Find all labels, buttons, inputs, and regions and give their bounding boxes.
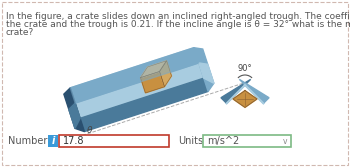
- Polygon shape: [199, 63, 214, 83]
- Text: crate?: crate?: [6, 28, 34, 37]
- Text: θ: θ: [86, 126, 92, 135]
- Text: i: i: [51, 136, 55, 146]
- Polygon shape: [160, 61, 172, 87]
- FancyBboxPatch shape: [203, 135, 291, 147]
- Polygon shape: [64, 88, 84, 132]
- Text: 90°: 90°: [238, 64, 252, 73]
- Polygon shape: [80, 78, 208, 132]
- Text: Units: Units: [178, 136, 203, 146]
- Text: Number: Number: [8, 136, 47, 146]
- Polygon shape: [69, 103, 80, 128]
- Polygon shape: [70, 48, 199, 103]
- Polygon shape: [239, 79, 269, 103]
- Text: 17.8: 17.8: [63, 136, 84, 146]
- Polygon shape: [233, 91, 257, 107]
- Text: m/s^2: m/s^2: [207, 136, 239, 146]
- Polygon shape: [70, 48, 199, 103]
- Polygon shape: [221, 79, 251, 103]
- Text: v: v: [283, 137, 287, 146]
- Polygon shape: [75, 63, 204, 118]
- Polygon shape: [140, 61, 167, 78]
- FancyBboxPatch shape: [59, 135, 169, 147]
- Text: the crate and the trough is 0.21. If the incline angle is θ = 32° what is the ma: the crate and the trough is 0.21. If the…: [6, 20, 350, 29]
- Text: In the figure, a crate slides down an inclined right-angled trough. The coeffici: In the figure, a crate slides down an in…: [6, 12, 350, 21]
- FancyBboxPatch shape: [48, 135, 58, 147]
- Polygon shape: [140, 71, 164, 93]
- Polygon shape: [194, 48, 214, 92]
